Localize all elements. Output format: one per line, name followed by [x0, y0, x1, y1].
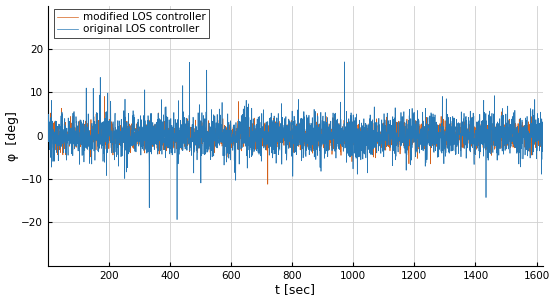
- original LOS controller: [497, 133, 503, 137]
- original LOS controller: [173, 218, 180, 221]
- original LOS controller: [341, 60, 348, 64]
- Line: modified LOS controller: modified LOS controller: [48, 97, 543, 184]
- original LOS controller: [539, 129, 546, 133]
- modified LOS controller: [539, 134, 546, 137]
- modified LOS controller: [482, 128, 489, 132]
- Y-axis label: φ  [deg]: φ [deg]: [6, 111, 18, 161]
- Line: original LOS controller: original LOS controller: [48, 62, 543, 220]
- original LOS controller: [482, 130, 489, 134]
- modified LOS controller: [497, 142, 503, 145]
- modified LOS controller: [509, 137, 516, 140]
- modified LOS controller: [259, 142, 266, 146]
- modified LOS controller: [265, 182, 271, 186]
- original LOS controller: [472, 136, 479, 139]
- modified LOS controller: [240, 145, 247, 148]
- original LOS controller: [44, 136, 51, 140]
- original LOS controller: [259, 135, 266, 138]
- X-axis label: t [sec]: t [sec]: [275, 284, 315, 297]
- modified LOS controller: [472, 130, 479, 133]
- original LOS controller: [240, 134, 247, 137]
- modified LOS controller: [101, 95, 108, 98]
- Legend: modified LOS controller, original LOS controller: modified LOS controller, original LOS co…: [54, 9, 209, 37]
- modified LOS controller: [44, 137, 51, 141]
- original LOS controller: [509, 127, 516, 130]
